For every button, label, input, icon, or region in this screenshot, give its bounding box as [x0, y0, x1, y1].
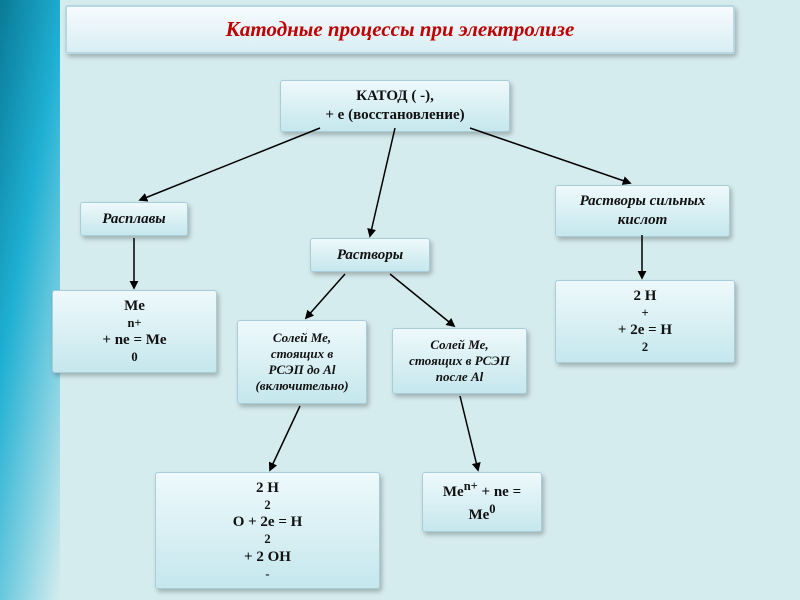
- strong-acids-l1: Растворы сильных: [566, 192, 719, 211]
- node-me-equation: Men+ + ne =Me0: [422, 472, 542, 532]
- node-water-equation: 2 H2O + 2e = H2 + 2 OH-: [155, 472, 380, 589]
- melts-label: Расплавы: [91, 210, 177, 229]
- node-melts-equation: Men+ + ne = Me0: [52, 290, 217, 373]
- cathode-line2: + е (восстановление): [291, 106, 499, 125]
- node-strong-acids: Растворы сильных кислот: [555, 185, 730, 237]
- node-salts-before-al: Солей Ме,стоящих вРСЭП до Al(включительн…: [237, 320, 367, 404]
- slide-title: Катодные процессы при электролизе: [65, 5, 735, 54]
- node-melts: Расплавы: [80, 202, 188, 236]
- slide-left-decoration: [0, 0, 60, 600]
- node-cathode: КАТОД ( -), + е (восстановление): [280, 80, 510, 132]
- node-acid-equation: 2 H+ + 2e = H2: [555, 280, 735, 363]
- node-salts-after-al: Солей Ме,стоящих в РСЭПпосле Al: [392, 328, 527, 394]
- cathode-line1: КАТОД ( -),: [291, 87, 499, 106]
- node-solutions: Растворы: [310, 238, 430, 272]
- solutions-label: Растворы: [321, 246, 419, 265]
- strong-acids-l2: кислот: [566, 211, 719, 230]
